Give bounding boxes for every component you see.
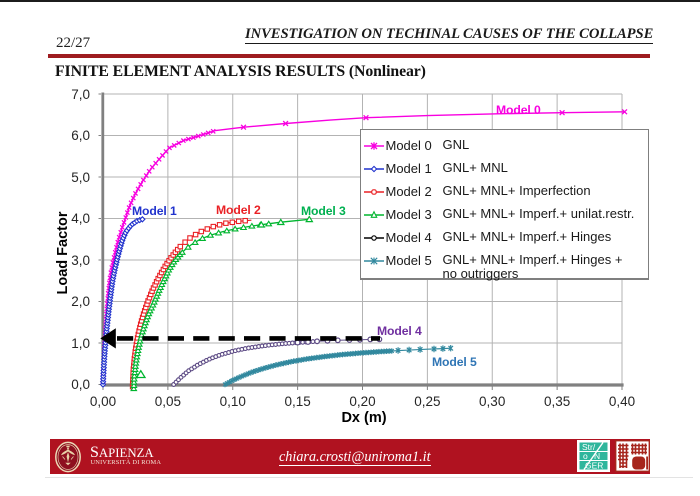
svg-text:o: o (583, 451, 588, 461)
svg-text:GER: GER (585, 461, 603, 471)
svg-text:Str/: Str/ (582, 442, 596, 452)
svg-text:N: N (594, 451, 600, 461)
